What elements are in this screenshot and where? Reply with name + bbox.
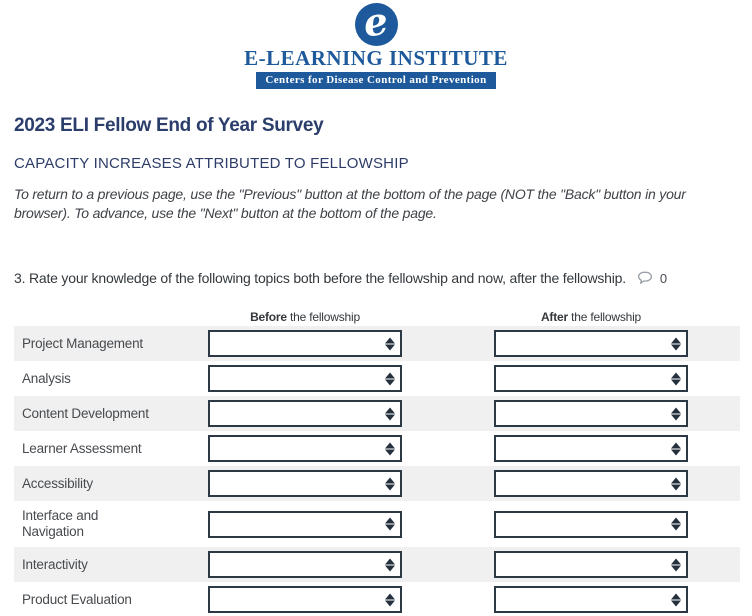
spinner-arrows-icon bbox=[385, 477, 395, 491]
comment-count: 0 bbox=[659, 270, 667, 286]
question-text: 3. Rate your knowledge of the following … bbox=[14, 270, 626, 287]
spinner-arrows-icon bbox=[385, 558, 395, 572]
spinner-arrows-icon bbox=[671, 372, 681, 386]
logo-wordmark: E-LEARNING INSTITUTE bbox=[244, 46, 508, 70]
page-title: 2023 ELI Fellow End of Year Survey bbox=[14, 115, 324, 137]
before-rating-select[interactable] bbox=[208, 400, 402, 428]
row-label: Accessibility bbox=[22, 475, 93, 491]
section-heading: CAPACITY INCREASES ATTRIBUTED TO FELLOWS… bbox=[14, 155, 409, 173]
after-rating-select[interactable] bbox=[494, 435, 688, 463]
spinner-arrows-icon bbox=[671, 442, 681, 456]
before-rating-select[interactable] bbox=[208, 510, 402, 538]
question-3: 3. Rate your knowledge of the following … bbox=[14, 270, 738, 286]
after-rating-select[interactable] bbox=[494, 365, 688, 393]
table-row: Learner Assessment bbox=[14, 431, 740, 466]
spinner-arrows-icon bbox=[671, 337, 681, 351]
table-row: Product Evaluation bbox=[14, 582, 740, 616]
before-rating-select[interactable] bbox=[208, 330, 402, 358]
spinner-arrows-icon bbox=[671, 517, 681, 531]
after-rating-select[interactable] bbox=[494, 510, 688, 538]
before-rating-select[interactable] bbox=[208, 586, 402, 614]
row-label: Interface and Navigation bbox=[22, 508, 99, 540]
spinner-arrows-icon bbox=[671, 407, 681, 421]
table-row: Interface and Navigation bbox=[14, 501, 740, 547]
before-rating-select[interactable] bbox=[208, 551, 402, 579]
spinner-arrows-icon bbox=[385, 337, 395, 351]
table-row: Content Development bbox=[14, 396, 740, 432]
spinner-arrows-icon bbox=[385, 442, 395, 456]
table-row: Project Management bbox=[14, 326, 740, 362]
table-row: Analysis bbox=[14, 361, 740, 396]
spinner-arrows-icon bbox=[671, 477, 681, 491]
before-rating-select[interactable] bbox=[208, 365, 402, 393]
row-label: Project Management bbox=[22, 335, 143, 351]
logo-monogram: e bbox=[360, 0, 391, 45]
column-header-before: Before the fellowship bbox=[250, 310, 360, 325]
elearning-institute-logo-icon: e bbox=[354, 0, 398, 46]
spinner-arrows-icon bbox=[385, 407, 395, 421]
after-rating-select[interactable] bbox=[494, 400, 688, 428]
spinner-arrows-icon bbox=[385, 372, 395, 386]
row-label: Content Development bbox=[22, 405, 149, 421]
table-row: Interactivity bbox=[14, 547, 740, 583]
row-label: Analysis bbox=[22, 370, 71, 386]
column-header-after: After the fellowship bbox=[540, 310, 642, 325]
logo: e E-LEARNING INSTITUTE Centers for Disea… bbox=[0, 0, 752, 90]
rating-table: Project Management Analysis Content Deve… bbox=[0, 326, 752, 616]
logo-banner: Centers for Disease Control and Preventi… bbox=[256, 72, 496, 90]
before-rating-select[interactable] bbox=[208, 435, 402, 463]
row-label: Interactivity bbox=[22, 556, 88, 572]
after-rating-select[interactable] bbox=[494, 551, 688, 579]
spinner-arrows-icon bbox=[671, 593, 681, 607]
before-rating-select[interactable] bbox=[208, 470, 402, 498]
instructions-text: To return to a previous page, use the "P… bbox=[14, 186, 686, 222]
row-label: Product Evaluation bbox=[22, 591, 132, 607]
after-rating-select[interactable] bbox=[494, 470, 688, 498]
spinner-arrows-icon bbox=[385, 517, 395, 531]
spinner-arrows-icon bbox=[385, 593, 395, 607]
after-rating-select[interactable] bbox=[494, 330, 688, 358]
row-label: Learner Assessment bbox=[22, 440, 142, 456]
after-rating-select[interactable] bbox=[494, 586, 688, 614]
spinner-arrows-icon bbox=[671, 558, 681, 572]
table-row: Accessibility bbox=[14, 466, 740, 502]
table-header: Before the fellowship After the fellowsh… bbox=[0, 307, 752, 324]
comment-bubble-icon[interactable] bbox=[637, 271, 653, 285]
